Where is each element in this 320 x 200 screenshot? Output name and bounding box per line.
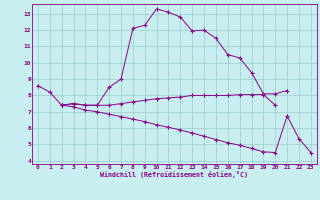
X-axis label: Windchill (Refroidissement éolien,°C): Windchill (Refroidissement éolien,°C) bbox=[100, 171, 248, 178]
